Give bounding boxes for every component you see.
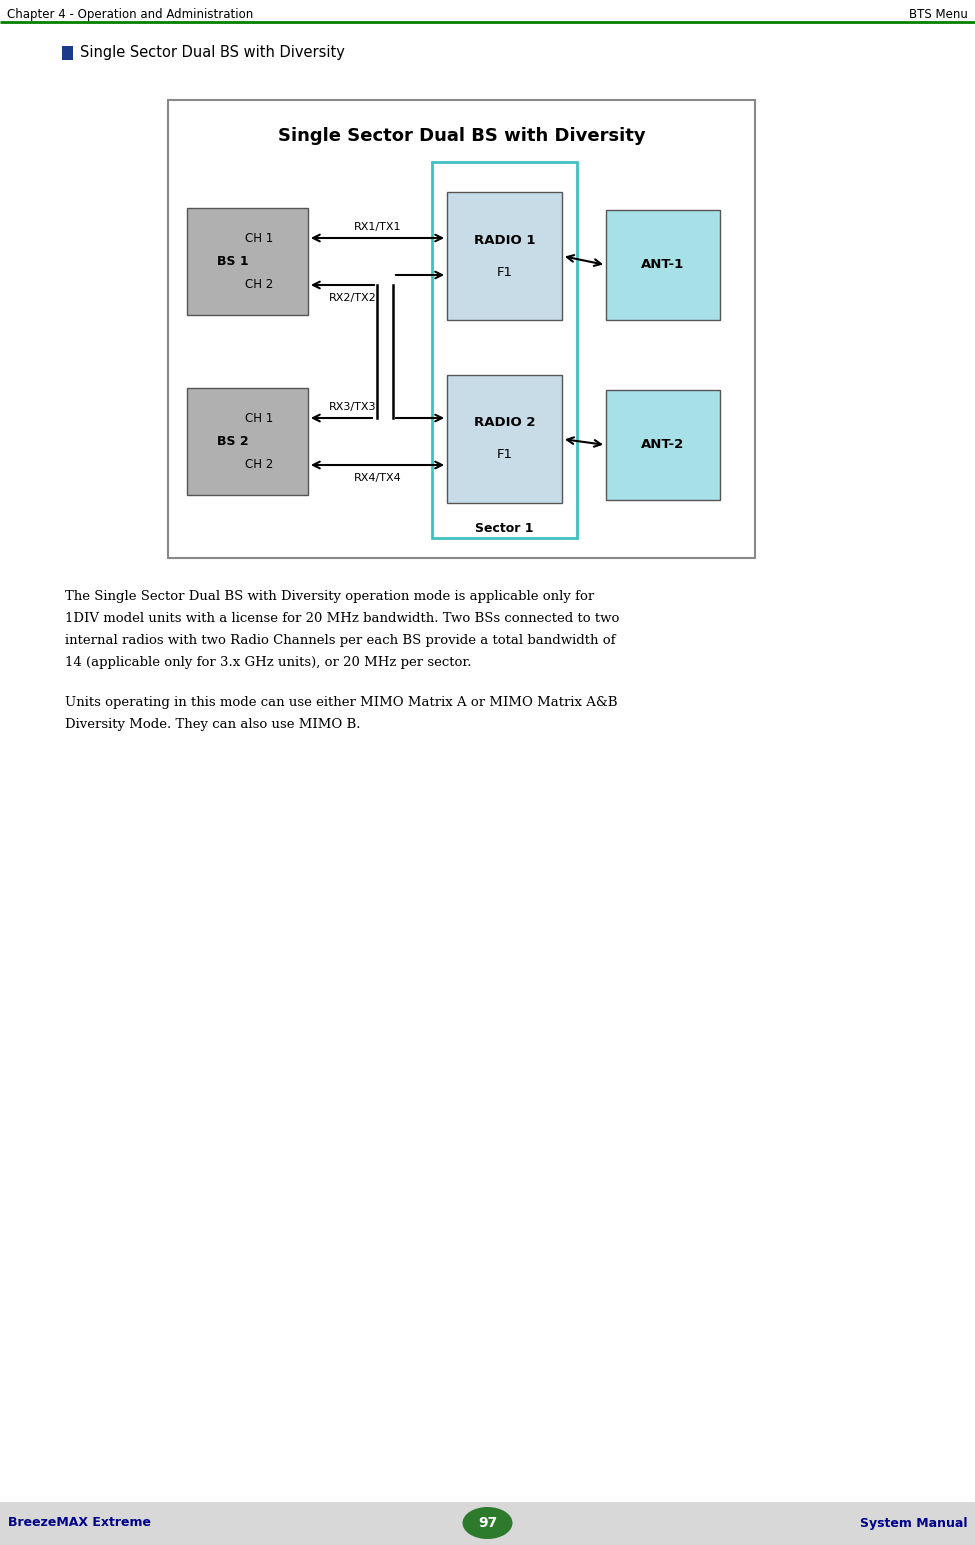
- Text: CH 1: CH 1: [246, 232, 274, 244]
- Text: 97: 97: [478, 1516, 497, 1530]
- Bar: [447, 192, 562, 320]
- Bar: [187, 388, 308, 494]
- Text: BTS Menu: BTS Menu: [909, 8, 968, 22]
- Text: RX2/TX2: RX2/TX2: [329, 294, 376, 303]
- Bar: [432, 162, 577, 538]
- Bar: [447, 375, 562, 504]
- Bar: [606, 210, 720, 320]
- Text: Units operating in this mode can use either MIMO Matrix A or MIMO Matrix A&B: Units operating in this mode can use eit…: [65, 695, 617, 709]
- Bar: [168, 100, 755, 558]
- Ellipse shape: [462, 1506, 513, 1539]
- Text: BS 1: BS 1: [216, 255, 249, 267]
- Text: CH 1: CH 1: [246, 411, 274, 425]
- Text: ANT-2: ANT-2: [642, 439, 684, 451]
- Bar: [62, 46, 73, 60]
- Text: internal radios with two Radio Channels per each BS provide a total bandwidth of: internal radios with two Radio Channels …: [65, 633, 615, 647]
- Text: BS 2: BS 2: [216, 436, 249, 448]
- Text: RX1/TX1: RX1/TX1: [354, 222, 402, 232]
- Text: 1DIV model units with a license for 20 MHz bandwidth. Two BSs connected to two: 1DIV model units with a license for 20 M…: [65, 612, 619, 626]
- Text: CH 2: CH 2: [246, 278, 274, 292]
- Text: CH 2: CH 2: [246, 459, 274, 471]
- Text: F1: F1: [496, 448, 513, 462]
- Text: 14 (applicable only for 3.x GHz units), or 20 MHz per sector.: 14 (applicable only for 3.x GHz units), …: [65, 657, 472, 669]
- Bar: [187, 209, 308, 315]
- Text: The Single Sector Dual BS with Diversity operation mode is applicable only for: The Single Sector Dual BS with Diversity…: [65, 590, 594, 603]
- Text: Single Sector Dual BS with Diversity: Single Sector Dual BS with Diversity: [278, 127, 645, 145]
- Text: RX4/TX4: RX4/TX4: [354, 473, 402, 484]
- Text: RADIO 1: RADIO 1: [474, 233, 535, 247]
- Text: Sector 1: Sector 1: [475, 522, 533, 535]
- Bar: [606, 389, 720, 501]
- Bar: [0, 1502, 975, 1545]
- Text: F1: F1: [496, 266, 513, 278]
- Text: System Manual: System Manual: [860, 1517, 967, 1530]
- Text: RADIO 2: RADIO 2: [474, 417, 535, 430]
- Text: RX3/TX3: RX3/TX3: [329, 402, 376, 413]
- Text: Diversity Mode. They can also use MIMO B.: Diversity Mode. They can also use MIMO B…: [65, 718, 361, 731]
- Text: BreezeMAX Extreme: BreezeMAX Extreme: [8, 1517, 151, 1530]
- Text: ANT-1: ANT-1: [642, 258, 684, 272]
- Text: Single Sector Dual BS with Diversity: Single Sector Dual BS with Diversity: [80, 45, 345, 60]
- Text: Chapter 4 - Operation and Administration: Chapter 4 - Operation and Administration: [7, 8, 254, 22]
